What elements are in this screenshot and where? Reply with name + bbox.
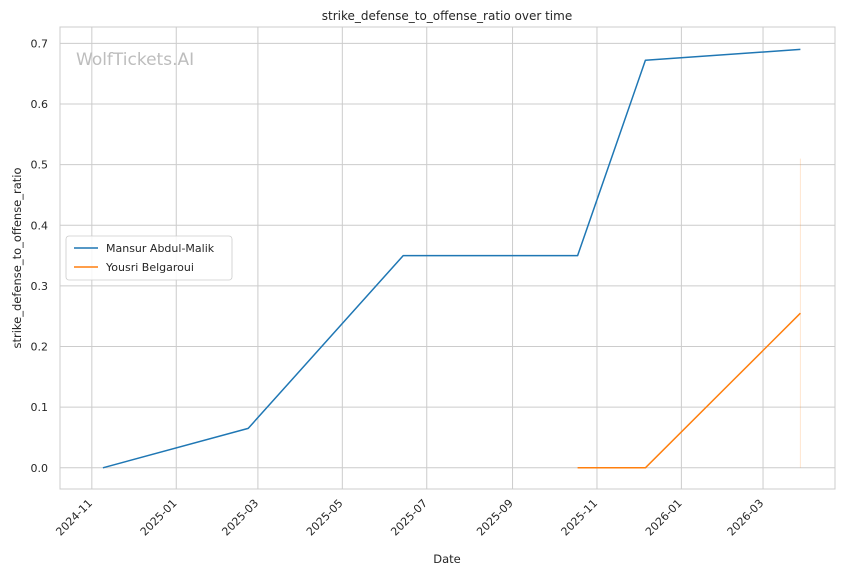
y-tick-labels: 0.0 0.1 0.2 0.3 0.4 0.5 0.6 0.7 xyxy=(31,37,49,474)
x-tick-label: 2025-03 xyxy=(219,497,261,539)
legend-box xyxy=(65,235,233,281)
x-tick-labels: 2024-11 2025-01 2025-03 2025-05 2025-07 2025-… xyxy=(53,497,766,539)
x-tick-label: 2026-01 xyxy=(643,497,685,539)
x-tick-label: 2026-03 xyxy=(725,497,767,539)
y-axis-title: strike_defense_to_offense_ratio xyxy=(10,167,24,348)
y-tick-label: 0.4 xyxy=(31,219,49,232)
y-tick-label: 0.2 xyxy=(31,341,49,354)
y-tick-label: 0.3 xyxy=(31,280,49,293)
watermark: WolfTickets.AI xyxy=(76,50,194,70)
legend-label-mansur-abdul-malik: Mansur Abdul-Malik xyxy=(106,242,215,255)
y-tick-label: 0.0 xyxy=(31,462,49,475)
y-tick-label: 0.5 xyxy=(31,159,49,172)
y-tick-label: 0.1 xyxy=(31,401,49,414)
series-line-mansur-abdul-malik xyxy=(102,48,801,469)
y-tick-label: 0.6 xyxy=(31,98,49,111)
grid-layer xyxy=(60,27,835,489)
legend: Mansur Abdul-Malik Yousri Belgaroui xyxy=(65,235,233,281)
x-tick-label: 2024-11 xyxy=(53,497,95,539)
x-tick-label: 2025-07 xyxy=(388,497,430,539)
x-tick-label: 2025-05 xyxy=(304,497,346,539)
x-tick-label: 2025-11 xyxy=(559,497,601,539)
x-tick-label: 2025-09 xyxy=(474,497,516,539)
series-line-yousri-belgaroui xyxy=(577,312,801,469)
x-tick-label: 2025-01 xyxy=(138,497,180,539)
series-layer xyxy=(102,48,801,469)
chart-title: strike_defense_to_offense_ratio over tim… xyxy=(322,9,572,23)
legend-label-yousri-belgaroui: Yousri Belgaroui xyxy=(105,261,194,274)
y-tick-label: 0.7 xyxy=(31,37,49,50)
x-axis-title: Date xyxy=(433,552,461,566)
